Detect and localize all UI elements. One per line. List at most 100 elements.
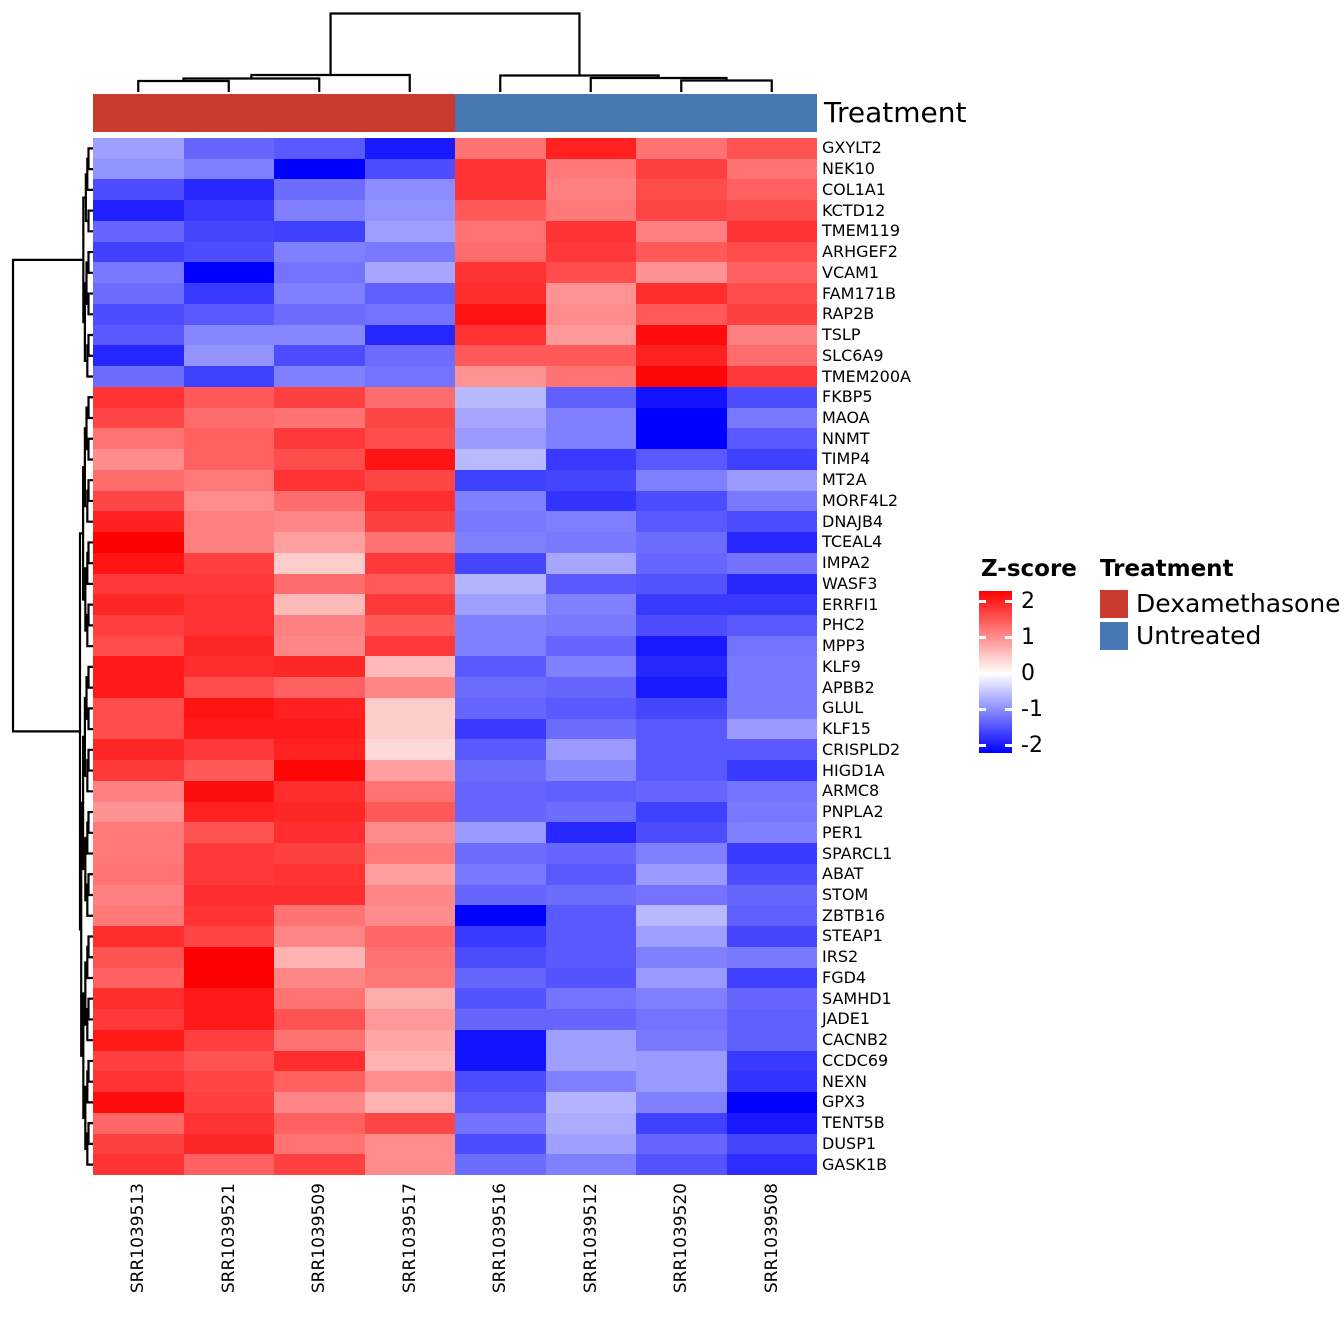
heatmap-cell [93, 884, 184, 906]
heatmap-cell [545, 760, 636, 781]
heatmap-cell [93, 946, 184, 968]
zscore-legend-title: Z-score [981, 556, 1077, 582]
row-label: DNAJB4 [822, 511, 884, 531]
heatmap-cell [726, 573, 817, 595]
heatmap-cell [183, 677, 274, 698]
heatmap-cell [636, 407, 727, 429]
heatmap-cell [364, 158, 455, 180]
heatmap-cell [364, 718, 455, 740]
heatmap-cell [364, 407, 455, 429]
colorbar-tick-label: 1 [1021, 624, 1035, 650]
row-label: MPP3 [822, 636, 866, 656]
heatmap-cell [726, 677, 817, 698]
heatmap-cell [636, 179, 727, 201]
heatmap-cell [183, 241, 274, 263]
heatmap-cell [636, 1092, 727, 1113]
heatmap-cell [726, 138, 817, 159]
heatmap-cell [274, 179, 365, 201]
heatmap-cell [636, 1071, 727, 1093]
heatmap-cell [183, 863, 274, 885]
heatmap-cell [455, 946, 546, 968]
heatmap-cell [93, 905, 184, 927]
heatmap-cell [726, 635, 817, 657]
heatmap-cell [274, 946, 365, 968]
heatmap-cell [545, 884, 636, 906]
heatmap-cell [545, 1092, 636, 1113]
heatmap-cell [93, 697, 184, 719]
heatmap-cell [545, 220, 636, 242]
colorbar-tick-dash [1005, 744, 1012, 748]
heatmap-cell [364, 594, 455, 616]
heatmap-cell [183, 1154, 274, 1175]
row-label: TMEM119 [822, 221, 901, 241]
heatmap-cell [636, 1112, 727, 1134]
heatmap-cell [274, 366, 365, 387]
heatmap-cell [364, 1112, 455, 1134]
heatmap-cell [274, 1009, 365, 1030]
row-label: WASF3 [822, 573, 878, 593]
heatmap-cell [364, 739, 455, 761]
heatmap-cell [364, 428, 455, 450]
heatmap-cell [274, 988, 365, 1010]
heatmap-cell [364, 511, 455, 533]
heatmap-cell [364, 760, 455, 781]
row-label: PHC2 [822, 615, 866, 635]
heatmap-cell [364, 1071, 455, 1093]
heatmap-cell [93, 552, 184, 574]
heatmap-cell [726, 449, 817, 470]
heatmap-cell [364, 1092, 455, 1113]
colorbar-tick-label: -1 [1021, 696, 1043, 722]
heatmap-cell [183, 946, 274, 968]
heatmap-cell [364, 220, 455, 242]
heatmap-cell [636, 532, 727, 553]
heatmap-cell [545, 1029, 636, 1051]
heatmap-cell [545, 1009, 636, 1030]
heatmap-cell [364, 615, 455, 636]
row-label: STOM [822, 885, 869, 904]
heatmap-cell [545, 946, 636, 968]
colorbar-tick-dash [1005, 600, 1012, 604]
row-label: IMPA2 [822, 553, 871, 573]
heatmap-cell [93, 1009, 184, 1030]
heatmap-cell [93, 594, 184, 616]
heatmap-cell [274, 511, 365, 533]
row-label: VCAM1 [822, 262, 880, 282]
heatmap-cell [636, 697, 727, 719]
heatmap-cell [636, 552, 727, 574]
heatmap-cell [726, 946, 817, 968]
heatmap-cell [183, 511, 274, 533]
heatmap-cell [364, 532, 455, 553]
heatmap-cell [455, 138, 546, 159]
legend-label-dexamethasone: Dexamethasone [1136, 589, 1341, 618]
heatmap-cell [726, 179, 817, 201]
heatmap-cell [93, 241, 184, 263]
heatmap-cell [726, 1050, 817, 1072]
heatmap-cell [455, 739, 546, 761]
row-label: SPARCL1 [822, 843, 893, 863]
heatmap-cell [455, 200, 546, 221]
heatmap-cell [274, 220, 365, 242]
row-label: TIMP4 [822, 449, 871, 469]
heatmap-cell [364, 552, 455, 574]
row-label: MT2A [822, 470, 867, 490]
row-label: GXYLT2 [822, 138, 882, 158]
heatmap-cell [183, 1071, 274, 1093]
heatmap-cell [545, 988, 636, 1010]
heatmap-cell [455, 303, 546, 325]
legend-label-untreated: Untreated [1136, 621, 1262, 650]
heatmap-cell [455, 345, 546, 367]
row-label: FKBP5 [822, 387, 873, 407]
heatmap-cell [274, 822, 365, 844]
heatmap-cell [183, 179, 274, 201]
row-label: KLF9 [822, 656, 861, 676]
heatmap-cell [93, 843, 184, 864]
heatmap-cell [636, 573, 727, 595]
row-label: FGD4 [822, 967, 867, 987]
heatmap-cell [93, 926, 184, 947]
heatmap-cell [545, 863, 636, 885]
heatmap-cell [93, 801, 184, 823]
heatmap-cell [183, 428, 274, 450]
heatmap-cell [545, 677, 636, 698]
heatmap-cell [183, 615, 274, 636]
heatmap-cell [726, 324, 817, 346]
